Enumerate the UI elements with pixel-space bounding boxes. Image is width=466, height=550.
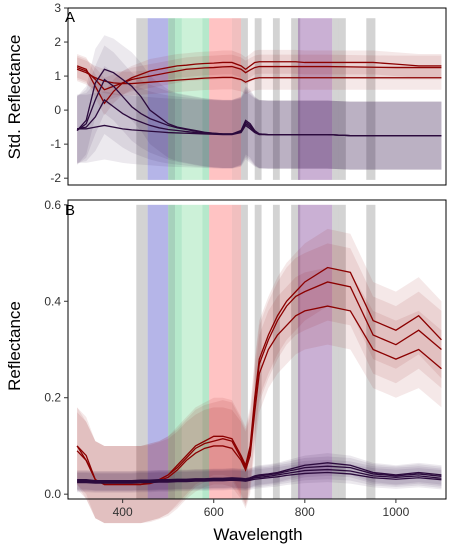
spectral-band — [241, 204, 248, 500]
spectral-band — [272, 204, 280, 500]
series-line — [77, 471, 442, 484]
spectral-band — [272, 18, 280, 180]
panel-a: -2 -1 0 1 2 3 A Std. Reflectance — [5, 1, 447, 186]
spectral-band — [202, 18, 210, 180]
panel-a-label: A — [65, 9, 75, 26]
spectral-band — [181, 18, 203, 180]
panel-b-label: B — [65, 202, 75, 219]
panel-b-axes: 0.0 0.2 0.4 0.6 400 600 800 1000 — [44, 198, 447, 519]
plot-frame — [67, 7, 447, 186]
spectral-band — [175, 18, 182, 180]
y-tick-label: 0.2 — [44, 391, 61, 405]
x-tick-label: 600 — [204, 505, 224, 519]
series-line — [76, 61, 442, 105]
panel-a-spectral-bands — [136, 18, 376, 180]
spectral-band — [147, 18, 169, 180]
series-line — [77, 124, 442, 137]
panel-b-spectral-bands — [136, 204, 376, 500]
panel-a-ylabel: Std. Reflectance — [5, 35, 24, 160]
spectral-band — [366, 18, 376, 180]
spectral-band — [168, 204, 176, 500]
spectral-band — [231, 18, 242, 180]
spectral-band — [291, 204, 301, 500]
series-ribbon — [77, 91, 442, 170]
spectral-band — [231, 204, 242, 500]
panel-a-ribbons — [77, 35, 442, 170]
panel-b-lines — [76, 266, 442, 486]
panel-b-xlabel: Wavelength — [213, 525, 302, 544]
panel-a-axes: -2 -1 0 1 2 3 — [50, 1, 447, 186]
y-tick-label: 3 — [54, 1, 61, 15]
x-tick-label: 1000 — [383, 505, 410, 519]
spectral-band — [332, 204, 339, 500]
spectral-band — [254, 18, 262, 180]
series-line — [76, 305, 442, 486]
panel-a-lines — [76, 61, 442, 137]
spectral-band — [297, 204, 333, 500]
spectral-band — [181, 204, 203, 500]
series-ribbon — [77, 267, 442, 524]
spectral-band — [136, 204, 148, 500]
spectral-band — [168, 18, 176, 180]
spectral-band — [254, 204, 262, 500]
y-tick-label: -1 — [50, 137, 61, 151]
spectral-band — [209, 204, 232, 500]
spectral-band — [297, 18, 333, 180]
x-tick-label: 400 — [113, 505, 133, 519]
spectral-band — [209, 18, 232, 180]
spectral-band — [332, 18, 339, 180]
spectral-band — [147, 204, 169, 500]
plot-frame — [67, 199, 447, 500]
y-tick-label: -2 — [50, 171, 61, 185]
y-tick-label: 2 — [54, 35, 61, 49]
series-ribbon — [77, 65, 442, 170]
spectral-band — [291, 18, 301, 180]
y-tick-label: 0 — [54, 103, 61, 117]
series-ribbon — [77, 243, 442, 524]
spectral-band — [366, 204, 376, 500]
spectral-band — [202, 204, 210, 500]
y-tick-label: 0.4 — [44, 294, 61, 308]
spectral-band — [241, 18, 248, 180]
y-tick-label: 0.0 — [44, 487, 61, 501]
y-tick-label: 1 — [54, 69, 61, 83]
spectral-band — [175, 204, 182, 500]
x-tick-label: 800 — [295, 505, 315, 519]
series-ribbon — [77, 49, 442, 116]
panel-b-ylabel: Reflectance — [5, 301, 24, 391]
series-line — [77, 468, 442, 483]
spectral-band — [338, 204, 346, 500]
y-tick-label: 0.6 — [44, 198, 61, 212]
spectral-band — [338, 18, 346, 180]
series-ribbon — [77, 45, 442, 170]
series-line — [77, 465, 442, 482]
series-line — [76, 65, 442, 91]
